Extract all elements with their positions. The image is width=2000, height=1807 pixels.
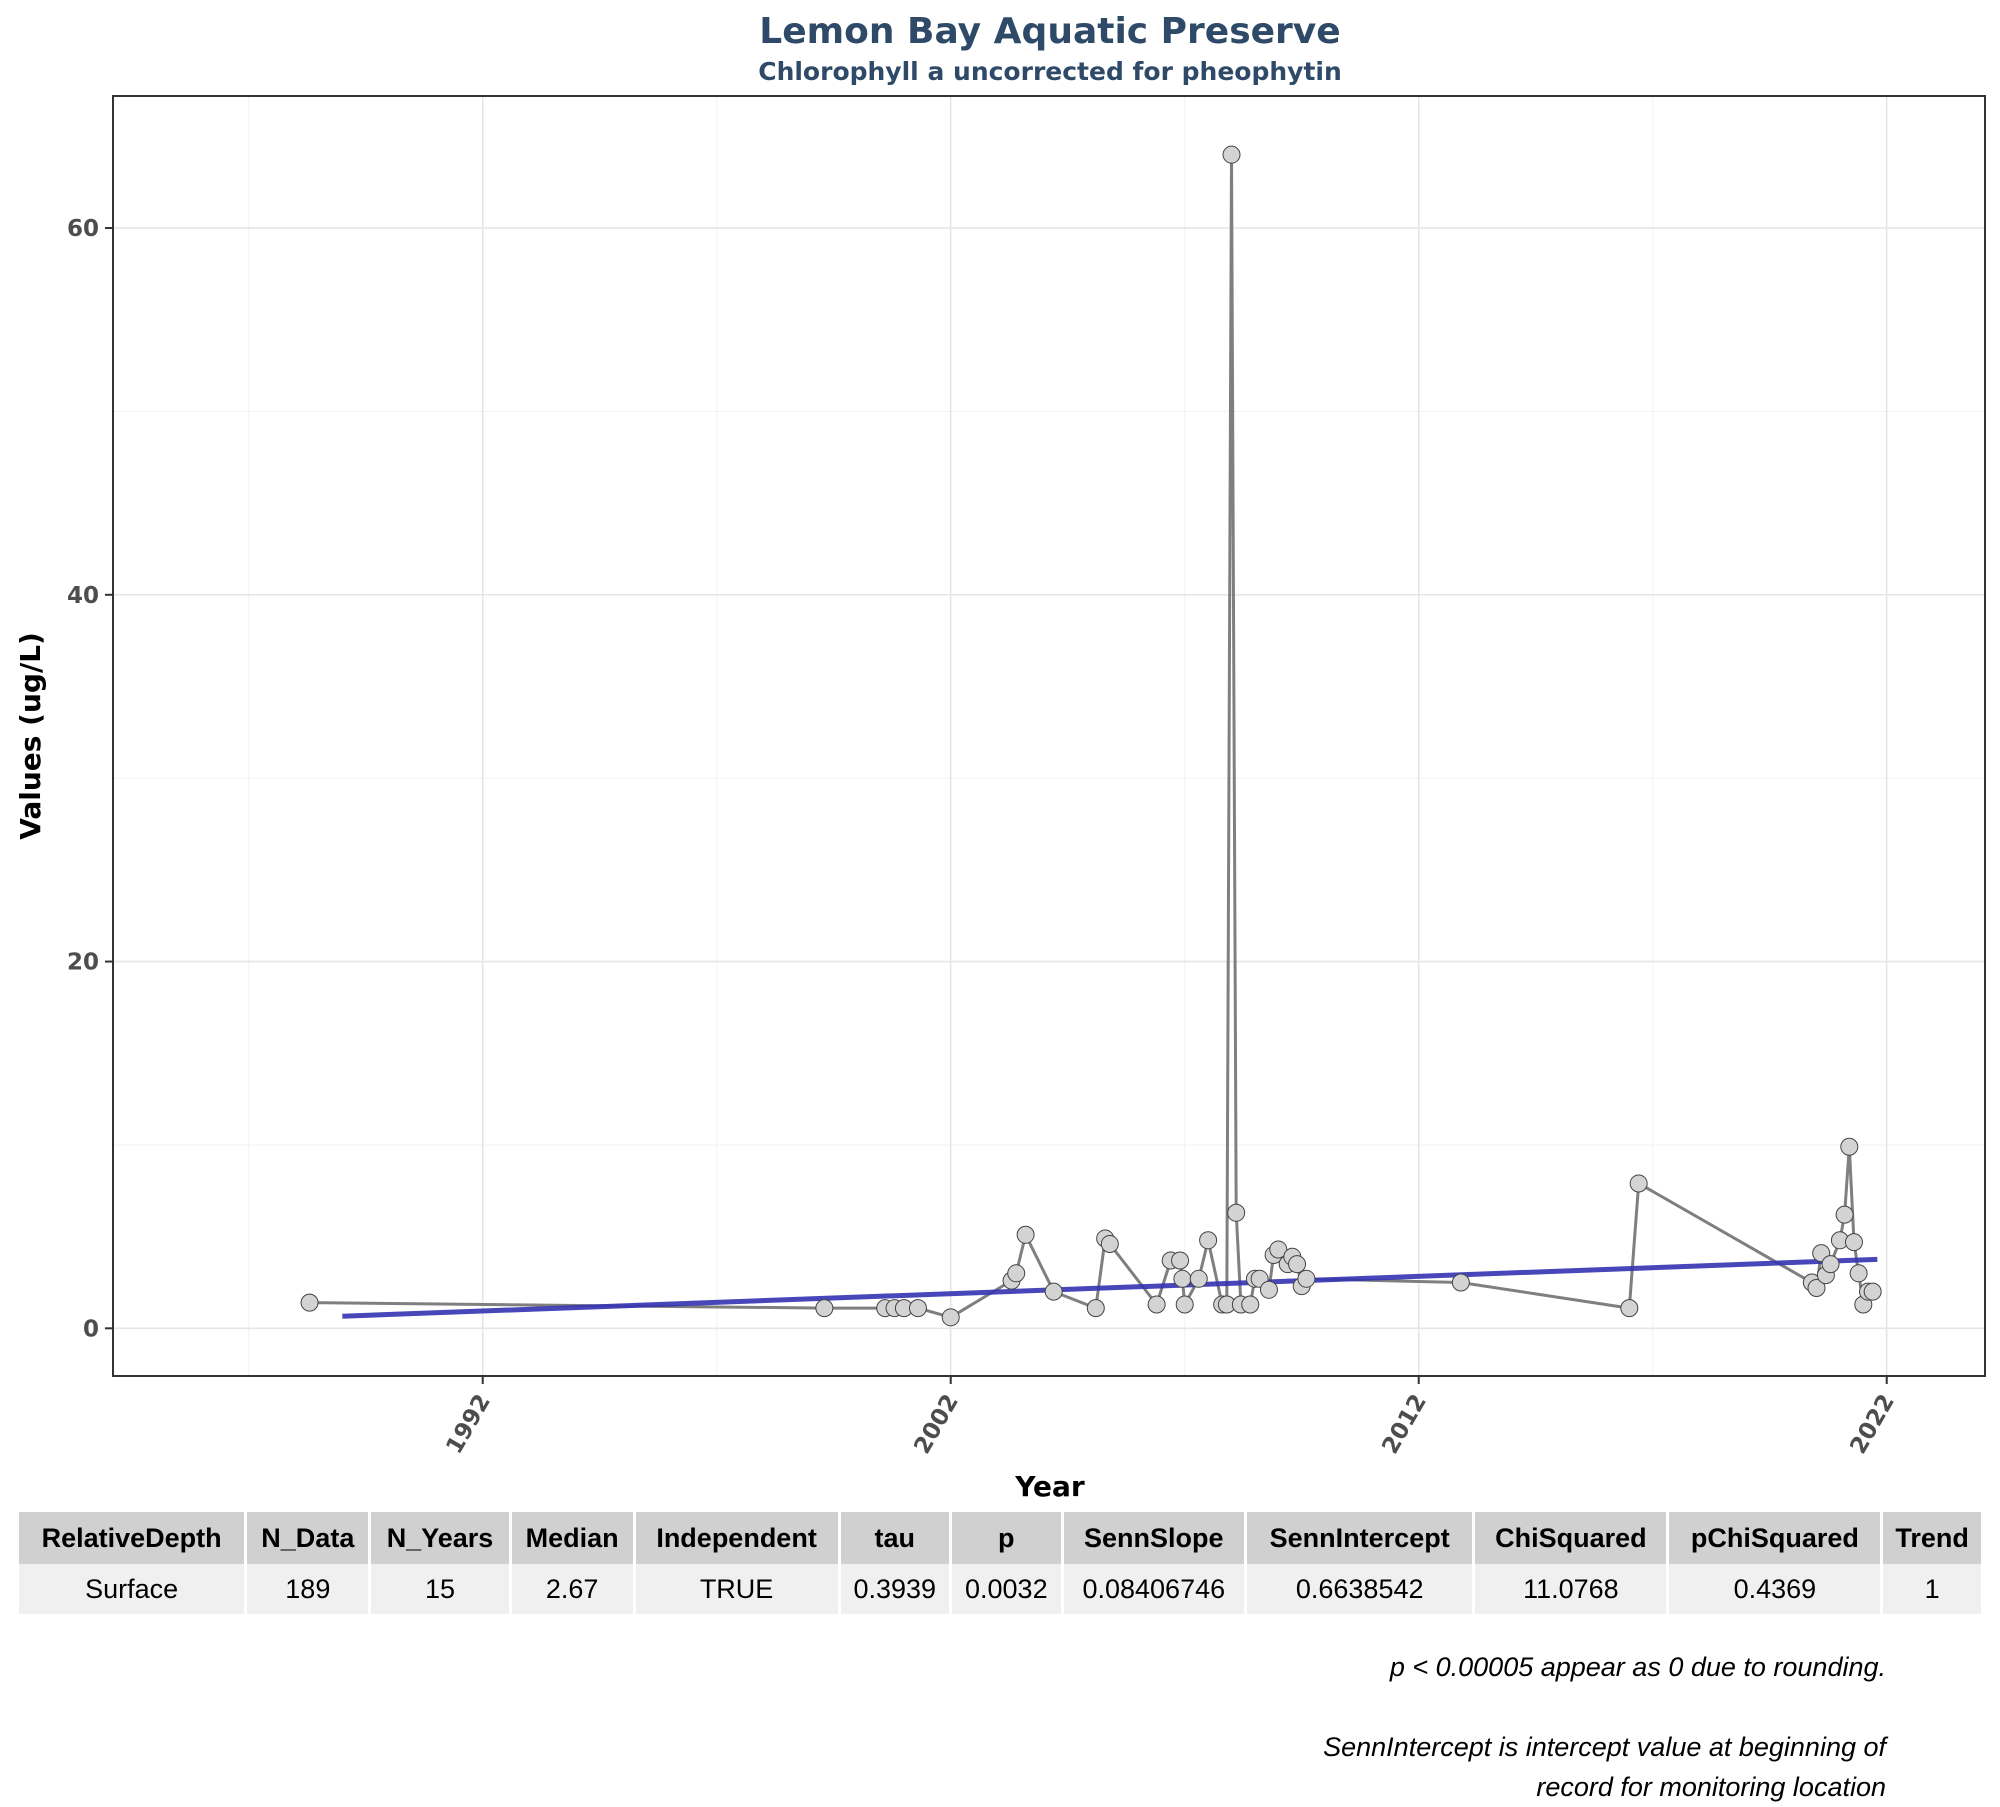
data-point <box>1451 1273 1470 1292</box>
plot-panel <box>112 95 1986 1377</box>
data-point <box>1222 145 1241 164</box>
table-cell: Surface <box>19 1564 245 1614</box>
data-point <box>1147 1295 1166 1314</box>
data-point <box>1297 1269 1316 1288</box>
data-point <box>1840 1137 1859 1156</box>
footnote-intercept-line2: record for monitoring location <box>1536 1772 1886 1802</box>
data-point <box>1199 1231 1218 1250</box>
stats-table: RelativeDepth N_Data N_Years Median Independ… <box>16 1512 1984 1614</box>
table-header-cell: N_Years <box>371 1512 509 1564</box>
table-header-cell: p <box>952 1512 1061 1564</box>
data-point <box>1849 1264 1868 1283</box>
series-layer <box>300 145 1882 1327</box>
x-tick-label: 2002 <box>909 1390 964 1458</box>
x-axis-title: Year <box>1014 1470 1085 1500</box>
data-point <box>1241 1295 1260 1314</box>
table-header-cell: pChiSquared <box>1669 1512 1881 1564</box>
data-point <box>1044 1282 1063 1301</box>
table-header-cell: SennIntercept <box>1247 1512 1473 1564</box>
y-axis-title: Values (ug/L) <box>14 632 47 840</box>
footnote-intercept-line1: SennIntercept is intercept value at begi… <box>1323 1732 1886 1762</box>
y-tick-label: 20 <box>67 950 99 976</box>
table-header-cell: Independent <box>635 1512 838 1564</box>
data-line <box>309 153 1873 1319</box>
table-body: Surface 189 15 2.67 TRUE 0.3939 0.0032 0.084067… <box>19 1564 1981 1614</box>
data-point <box>1288 1255 1307 1274</box>
table-cell: 0.3939 <box>840 1564 950 1614</box>
data-point <box>908 1299 927 1318</box>
data-point <box>941 1308 960 1327</box>
data-point <box>1835 1205 1854 1224</box>
data-point <box>1863 1282 1882 1301</box>
data-point <box>1175 1295 1194 1314</box>
table-header-cell: Trend <box>1883 1512 1981 1564</box>
data-point <box>1016 1225 1035 1244</box>
table-header-cell: RelativeDepth <box>19 1512 245 1564</box>
data-point <box>1007 1264 1026 1283</box>
trend-line <box>342 1256 1878 1319</box>
grid <box>113 96 1985 1376</box>
data-point <box>1173 1269 1192 1288</box>
data-point <box>1086 1299 1105 1318</box>
data-point <box>815 1299 834 1318</box>
table-cell: 0.08406746 <box>1063 1564 1245 1614</box>
data-point <box>1100 1234 1119 1253</box>
data-point <box>1629 1174 1648 1193</box>
table-cell: TRUE <box>635 1564 838 1614</box>
table-header-cell: Median <box>511 1512 633 1564</box>
x-tick-label: 2012 <box>1377 1390 1432 1458</box>
table-cell: 189 <box>247 1564 369 1614</box>
table-row: Surface 189 15 2.67 TRUE 0.3939 0.0032 0.084067… <box>19 1564 1981 1614</box>
y-tick-label: 0 <box>83 1316 99 1342</box>
data-point <box>1227 1203 1246 1222</box>
chart: Lemon Bay Aquatic Preserve Chlorophyll a… <box>14 11 1986 1500</box>
data-point <box>300 1293 319 1312</box>
data-point <box>1821 1255 1840 1274</box>
data-point <box>1259 1280 1278 1299</box>
footnote-rounding: p < 0.00005 appear as 0 due to rounding. <box>1389 1652 1886 1682</box>
table-cell: 15 <box>371 1564 509 1614</box>
data-point <box>1269 1240 1288 1259</box>
table-header-cell: SennSlope <box>1063 1512 1245 1564</box>
x-tick-label: 1992 <box>441 1390 496 1458</box>
data-point <box>1844 1233 1863 1252</box>
table-cell: 0.0032 <box>952 1564 1061 1614</box>
table-header-row: RelativeDepth N_Data N_Years Median Independ… <box>19 1512 1981 1564</box>
data-point <box>1189 1269 1208 1288</box>
chart-subtitle: Chlorophyll a uncorrected for pheophytin <box>758 57 1342 86</box>
table-cell: 11.0768 <box>1475 1564 1667 1614</box>
table-cell: 0.6638542 <box>1247 1564 1473 1614</box>
data-point <box>1171 1251 1190 1270</box>
chart-title: Lemon Bay Aquatic Preserve <box>759 11 1340 52</box>
table-cell: 1 <box>1883 1564 1981 1614</box>
y-tick-label: 60 <box>67 216 99 242</box>
data-point <box>1807 1278 1826 1297</box>
table-cell: 0.4369 <box>1669 1564 1881 1614</box>
table-cell: 2.67 <box>511 1564 633 1614</box>
data-point <box>1620 1299 1639 1318</box>
footnote-intercept: SennIntercept is intercept value at begi… <box>1323 1727 1886 1807</box>
table-header-cell: tau <box>840 1512 950 1564</box>
axis-ticks: 1992 2002 2012 2022 0 20 40 60 <box>67 216 1900 1458</box>
x-tick-label: 2022 <box>1845 1390 1900 1458</box>
table-header-cell: N_Data <box>247 1512 369 1564</box>
y-tick-label: 40 <box>67 583 99 609</box>
table-header-cell: ChiSquared <box>1475 1512 1667 1564</box>
